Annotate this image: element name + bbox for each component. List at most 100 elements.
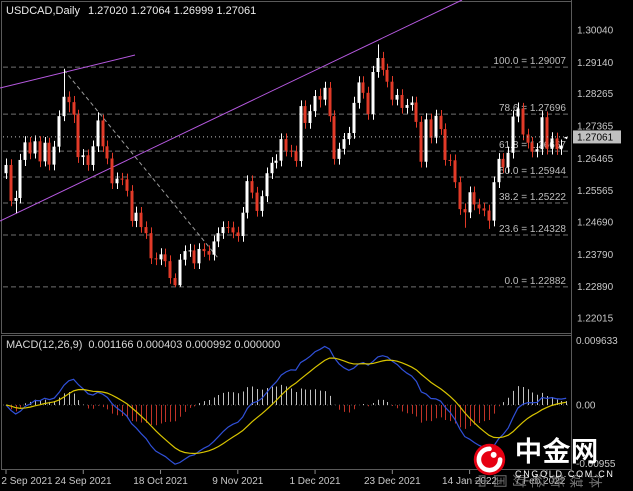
candle-body	[289, 150, 293, 152]
candle-body	[110, 158, 114, 184]
fib-label: 50.0 = 1.25944	[499, 166, 566, 177]
candle-body	[328, 87, 332, 117]
candle-body	[376, 58, 380, 73]
candle-body	[91, 146, 95, 165]
candle-body	[405, 105, 409, 108]
candle-body	[265, 173, 269, 197]
candle-body	[318, 96, 322, 100]
candle-body	[492, 182, 496, 221]
fib-label: 78.6 = 1.27696	[499, 103, 566, 114]
candle-body	[564, 136, 568, 139]
candle-body	[159, 254, 163, 260]
candle-body	[139, 212, 143, 228]
price-axis-label: 1.28265	[577, 89, 614, 100]
candle-body	[511, 116, 515, 153]
candle-body	[526, 134, 530, 143]
candle-body	[52, 146, 56, 165]
ascending-trendline[interactable]	[0, 0, 463, 222]
macd-indicator	[3, 345, 571, 465]
candle-body	[33, 141, 37, 154]
candle-body	[115, 178, 119, 184]
fib-label: 100.0 = 1.29007	[493, 56, 566, 67]
time-axis-label: 1 Dec 2021	[289, 476, 341, 487]
candle-body	[540, 117, 544, 150]
price-axis[interactable]: 1.30040 1.29140 1.28265 1.27365 1.26465 1.255…	[573, 26, 621, 325]
time-axis-label: 24 Sep 2021	[55, 476, 112, 487]
candle-body	[260, 196, 264, 211]
time-axis-label: 14 Jan 2022	[442, 476, 497, 487]
candle-body	[279, 139, 283, 161]
price-axis-label: 1.29140	[577, 58, 614, 69]
candle-body	[352, 102, 356, 134]
candle-body	[439, 115, 443, 130]
candle-body	[506, 152, 510, 168]
candle-body	[202, 248, 206, 252]
candle-body	[559, 145, 563, 150]
candle-body	[14, 197, 18, 201]
candle-body	[371, 72, 375, 114]
candle-body	[28, 142, 32, 154]
candle-body	[299, 106, 303, 162]
price-axis-label: 1.23790	[577, 250, 614, 261]
time-axis-label: 9 Nov 2021	[212, 476, 264, 487]
symbol-timeframe-label: USDCAD,Daily	[6, 5, 80, 17]
candle-body	[178, 259, 182, 286]
candle-body	[453, 160, 457, 183]
candle-body	[197, 248, 201, 264]
candle-body	[144, 227, 148, 234]
candle-body	[385, 69, 389, 82]
candle-body	[308, 111, 312, 123]
fib-label: 23.6 = 1.24328	[499, 224, 566, 235]
candle-body	[270, 162, 274, 174]
candle-body	[342, 139, 346, 149]
candle-body	[357, 82, 361, 103]
price-axis-label: 1.22890	[577, 282, 614, 293]
time-axis[interactable]: 2 Sep 2021 24 Sep 2021 18 Oct 2021 9 Nov 20…	[1, 470, 566, 487]
candle-body	[395, 94, 399, 100]
candle-body	[67, 96, 71, 103]
candle-body	[130, 190, 134, 221]
candle-body	[555, 138, 559, 150]
candle-body	[125, 179, 129, 191]
candle-body	[545, 117, 549, 149]
candle-body	[43, 142, 47, 162]
candle-body	[535, 149, 539, 152]
candle-body	[105, 146, 109, 159]
macd-axis[interactable]: 0.009633 0.00 -0.00955	[576, 336, 618, 470]
upper-channel-trendline[interactable]	[0, 54, 136, 89]
price-axis-label: 1.24690	[577, 218, 614, 229]
descending-dashed-trendline[interactable]	[63, 69, 219, 259]
candle-body	[487, 210, 491, 221]
candle-body	[424, 119, 428, 162]
current-price-tag	[573, 130, 621, 144]
macd-indicator-name: MACD(12,26,9)	[6, 339, 83, 351]
candle-body	[154, 258, 158, 260]
candle-body	[236, 232, 240, 237]
price-axis-label: 1.22015	[577, 314, 614, 325]
watermark-brand: 中金网	[515, 437, 599, 467]
candle-body	[168, 261, 172, 279]
candle-body	[472, 192, 476, 205]
candle-body	[443, 129, 447, 160]
candle-body	[134, 212, 138, 221]
candle-body	[231, 227, 235, 233]
candle-body	[429, 119, 433, 138]
candle-body	[4, 164, 8, 174]
macd-axis-label: -0.00955	[576, 459, 616, 470]
price-axis-label: 1.27365	[577, 122, 614, 133]
candle-body	[81, 155, 85, 158]
price-axis-label: 1.26465	[577, 154, 614, 165]
candle-body	[96, 120, 100, 147]
candle-body	[400, 94, 404, 108]
candle-body	[482, 208, 486, 211]
candle-body	[284, 139, 288, 151]
candle-body	[477, 204, 481, 209]
candle-body	[530, 142, 534, 152]
candle-body	[76, 114, 80, 158]
candle-body	[57, 116, 61, 147]
candle-body	[448, 159, 452, 161]
candle-body	[38, 141, 42, 162]
time-axis-label: 2 Sep 2021	[1, 476, 53, 487]
